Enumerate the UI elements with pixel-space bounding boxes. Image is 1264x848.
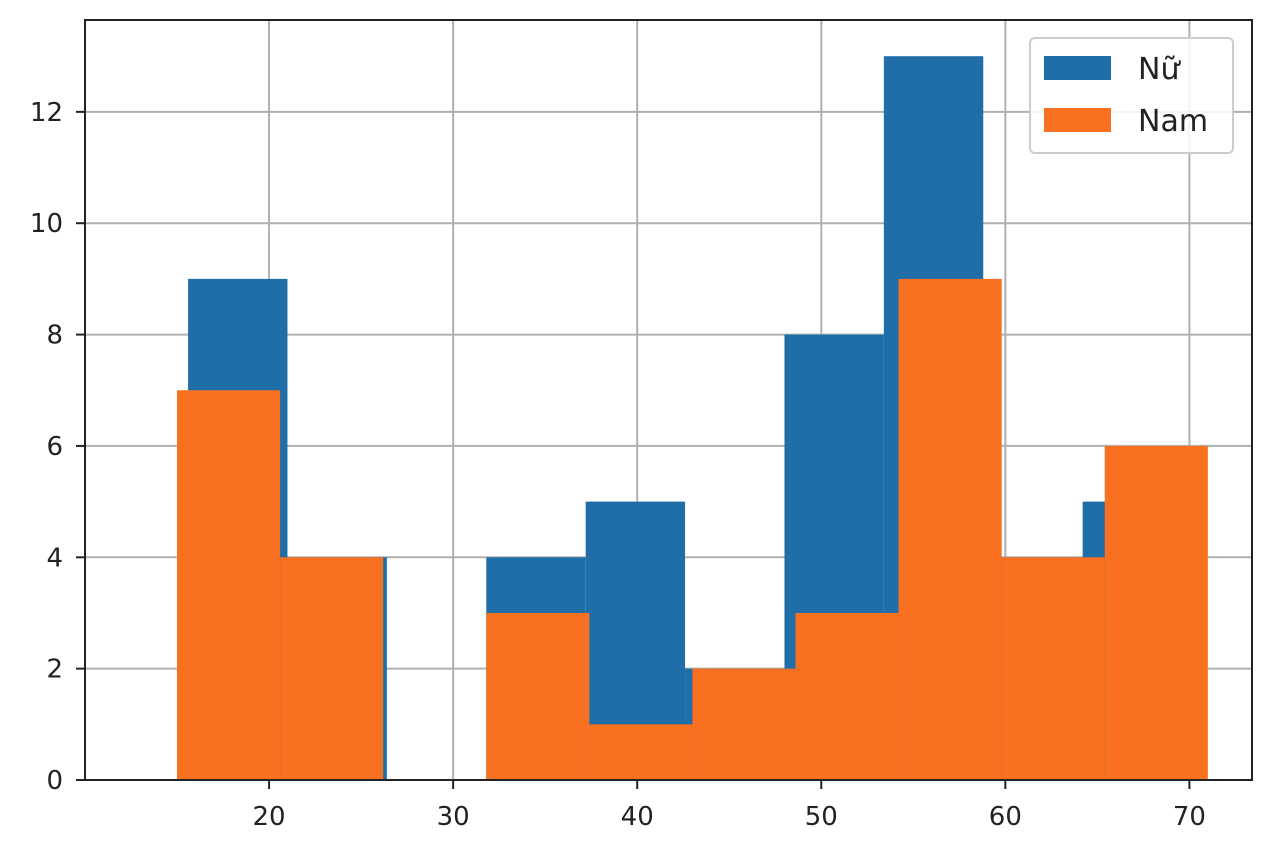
legend-swatch-nu: [1044, 56, 1111, 80]
legend: Nữ Nam: [1029, 37, 1234, 154]
x-tick-label: 60: [989, 802, 1022, 832]
x-tick-label: 40: [621, 802, 654, 832]
axes-layer: 20 30 40 50 60 70 0 2 4 6 8 10 12: [30, 19, 1253, 832]
bar-nam-7: [898, 278, 1002, 780]
bar-nam-9: [1104, 445, 1208, 780]
bar-nam-6: [795, 612, 899, 780]
y-tick-label: 6: [46, 432, 63, 462]
bar-nam-5: [692, 668, 796, 780]
bar-nam-1: [280, 557, 384, 780]
bar-nam-4: [589, 724, 693, 780]
bar-nam-0: [177, 390, 281, 780]
y-tick-label: 4: [46, 543, 63, 573]
legend-label-nu: Nữ: [1138, 52, 1181, 87]
legend-swatch-nam: [1044, 108, 1111, 132]
plot-frame: [84, 19, 1253, 781]
y-tick-label: 10: [30, 209, 63, 239]
y-tick-label: 2: [46, 655, 63, 685]
x-tick-label: 50: [805, 802, 838, 832]
bar-nam-8: [1001, 557, 1105, 780]
x-tick-label: 70: [1173, 802, 1206, 832]
legend-label-nam: Nam: [1138, 104, 1208, 139]
bars-layer: [177, 56, 1208, 780]
y-tick-label: 12: [30, 98, 63, 128]
bar-nam-3: [486, 612, 590, 780]
x-tick-label: 20: [253, 802, 286, 832]
y-tick-label: 8: [46, 321, 63, 351]
x-tick-label: 30: [437, 802, 470, 832]
y-tick-label: 0: [46, 766, 63, 796]
